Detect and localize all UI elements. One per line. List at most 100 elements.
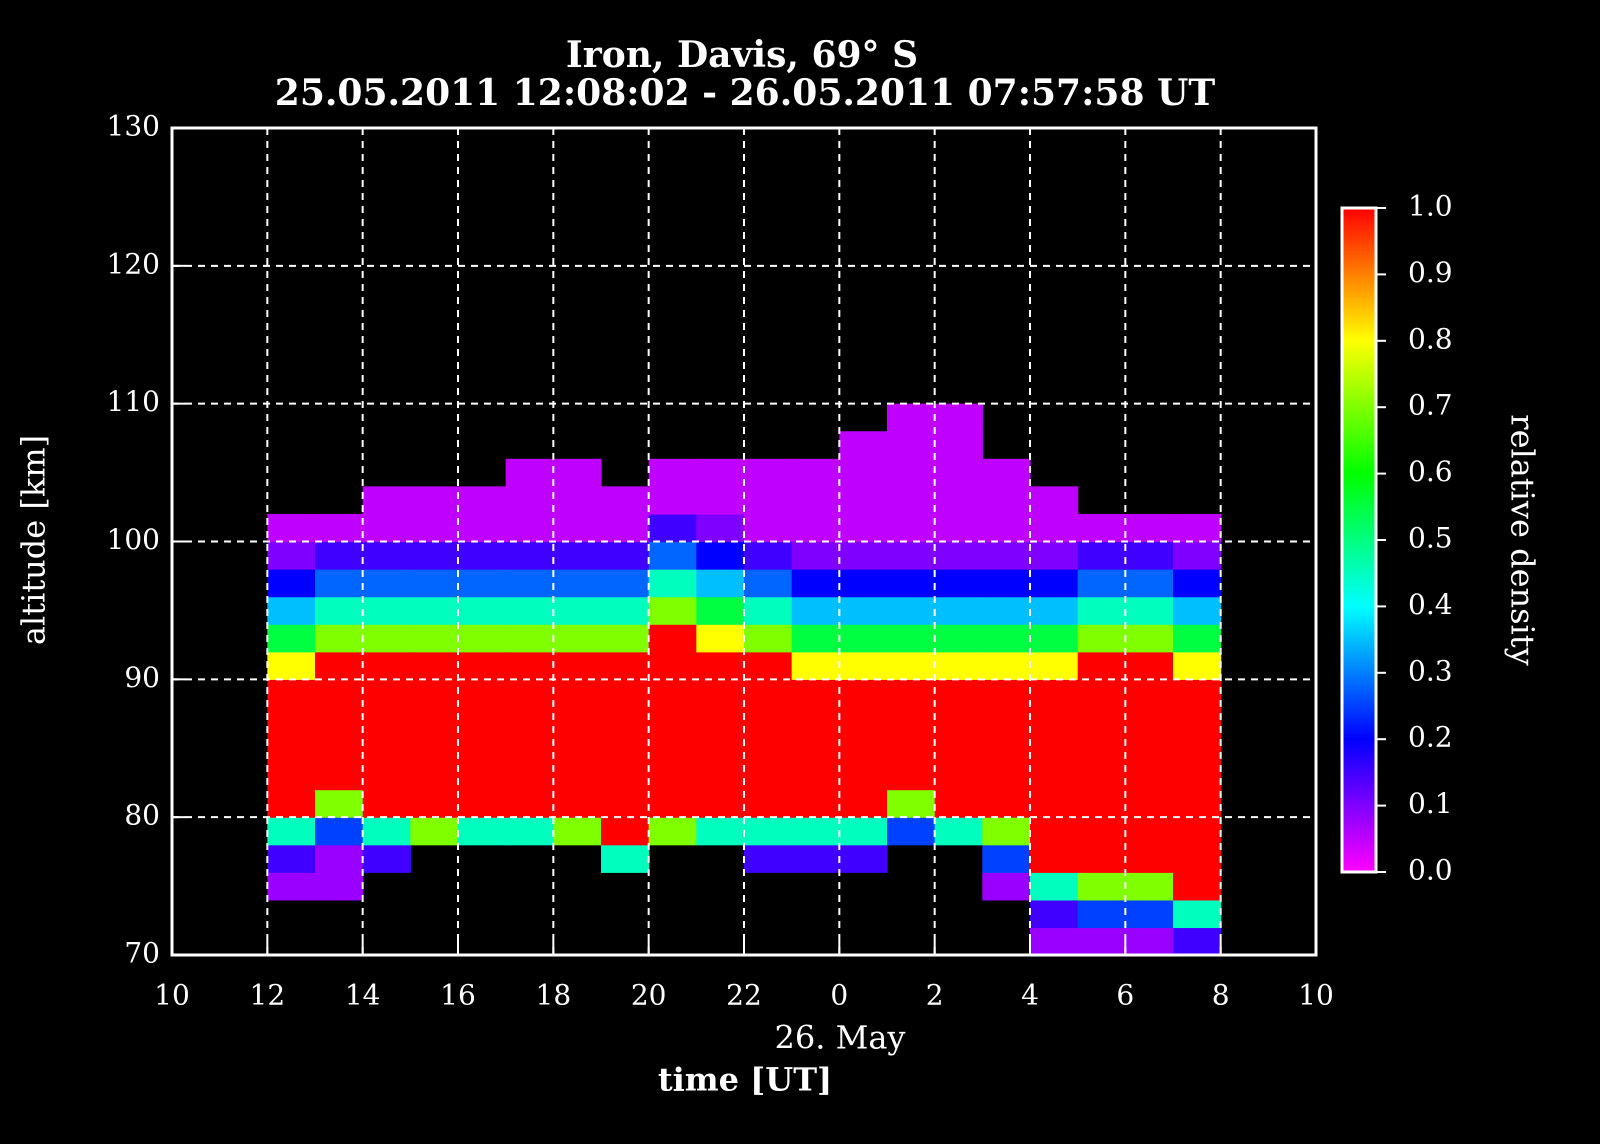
heatmap-cell <box>267 596 316 625</box>
heatmap-cell <box>267 844 316 873</box>
heatmap-cell <box>934 596 983 625</box>
heatmap-cell <box>315 624 364 653</box>
heatmap-cell <box>505 541 554 570</box>
heatmap-cell <box>553 624 602 653</box>
heatmap-cell <box>505 513 554 543</box>
heatmap-cell <box>791 651 840 680</box>
x-tick-label: 6 <box>1116 979 1134 1012</box>
heatmap-cell <box>887 513 936 543</box>
heatmap-cell <box>1125 927 1174 956</box>
heatmap-cell <box>410 541 459 570</box>
heatmap-cell <box>934 403 983 432</box>
heatmap-cell <box>1077 513 1126 543</box>
heatmap-cell <box>1077 927 1126 956</box>
heatmap-cell <box>1173 844 1222 873</box>
x-tick-label: 2 <box>926 979 944 1012</box>
heatmap-cell <box>696 734 745 763</box>
heatmap-cell <box>1173 789 1222 818</box>
heatmap-cell <box>553 734 602 763</box>
heatmap-cell <box>1125 872 1174 901</box>
heatmap-cell <box>1173 541 1222 570</box>
heatmap-cell <box>648 624 697 653</box>
heatmap-cell <box>315 596 364 625</box>
colorbar-tick-label: 0.1 <box>1408 787 1453 820</box>
colorbar-tick-label: 0.2 <box>1408 721 1453 754</box>
heatmap-cell <box>505 569 554 598</box>
heatmap-cell <box>1173 679 1222 708</box>
heatmap-cell <box>362 624 411 653</box>
heatmap-cell <box>744 762 793 791</box>
heatmap-cell <box>1030 844 1079 873</box>
heatmap-cell <box>887 706 936 736</box>
y-tick-label: 110 <box>107 385 160 418</box>
heatmap-cell <box>696 789 745 818</box>
heatmap-cell <box>410 734 459 763</box>
heatmap-cell <box>505 789 554 818</box>
heatmap-cell <box>839 624 888 653</box>
x-tick-label: 10 <box>154 979 190 1012</box>
heatmap-cell <box>982 817 1031 846</box>
heatmap-cell <box>839 486 888 515</box>
heatmap-cell <box>315 817 364 846</box>
heatmap-cell <box>601 569 650 598</box>
heatmap-cell <box>791 706 840 736</box>
heatmap-cell <box>696 569 745 598</box>
heatmap-cell <box>1030 541 1079 570</box>
y-axis-label: altitude [km] <box>15 435 53 645</box>
heatmap-cell <box>601 817 650 846</box>
x-tick-label: 18 <box>536 979 572 1012</box>
heatmap-cell <box>410 706 459 736</box>
heatmap-cell <box>315 872 364 901</box>
heatmap-cell <box>982 844 1031 873</box>
heatmap-cell <box>1030 817 1079 846</box>
heatmap-cell <box>934 458 983 487</box>
heatmap-cell <box>648 789 697 818</box>
heatmap-cell <box>839 513 888 543</box>
heatmap-cell <box>1173 651 1222 680</box>
heatmap-cell <box>839 596 888 625</box>
heatmap-cell <box>362 844 411 873</box>
heatmap-cell <box>1077 624 1126 653</box>
heatmap-cell <box>648 679 697 708</box>
heatmap-cell <box>1125 844 1174 873</box>
y-tick-label: 80 <box>124 799 160 832</box>
heatmap-cell <box>1173 734 1222 763</box>
x-annotation: 26. May <box>775 1019 906 1057</box>
heatmap-cell <box>791 486 840 515</box>
heatmap-cell <box>1030 486 1079 515</box>
heatmap-cell <box>791 458 840 487</box>
heatmap-cell <box>648 513 697 543</box>
heatmap-cell <box>1173 513 1222 543</box>
heatmap-cell <box>1125 541 1174 570</box>
heatmap-cell <box>601 513 650 543</box>
heatmap-cell <box>315 569 364 598</box>
heatmap-cell <box>934 513 983 543</box>
heatmap-cell <box>1173 872 1222 901</box>
heatmap-cell <box>696 596 745 625</box>
y-tick-label: 120 <box>107 247 160 280</box>
heatmap-cell <box>839 431 888 460</box>
heatmap-cell <box>553 706 602 736</box>
heatmap-cell <box>267 789 316 818</box>
heatmap-cell <box>648 734 697 763</box>
heatmap-cell <box>791 569 840 598</box>
heatmap-cell <box>934 817 983 846</box>
colorbar-tick-label: 0.8 <box>1408 322 1453 355</box>
heatmap-cell <box>744 513 793 543</box>
heatmap-cell <box>839 817 888 846</box>
heatmap-cell <box>1077 569 1126 598</box>
heatmap-cell <box>934 486 983 515</box>
heatmap-cell <box>982 706 1031 736</box>
heatmap-cell <box>696 458 745 487</box>
heatmap-cell <box>887 651 936 680</box>
heatmap-cell <box>887 458 936 487</box>
heatmap-cell <box>362 762 411 791</box>
heatmap-cell <box>1125 651 1174 680</box>
heatmap-cell <box>315 844 364 873</box>
plot-frame <box>170 126 1318 957</box>
heatmap <box>267 403 1222 956</box>
heatmap-cell <box>315 789 364 818</box>
heatmap-cell <box>1030 789 1079 818</box>
heatmap-cell <box>1077 651 1126 680</box>
heatmap-cell <box>982 569 1031 598</box>
